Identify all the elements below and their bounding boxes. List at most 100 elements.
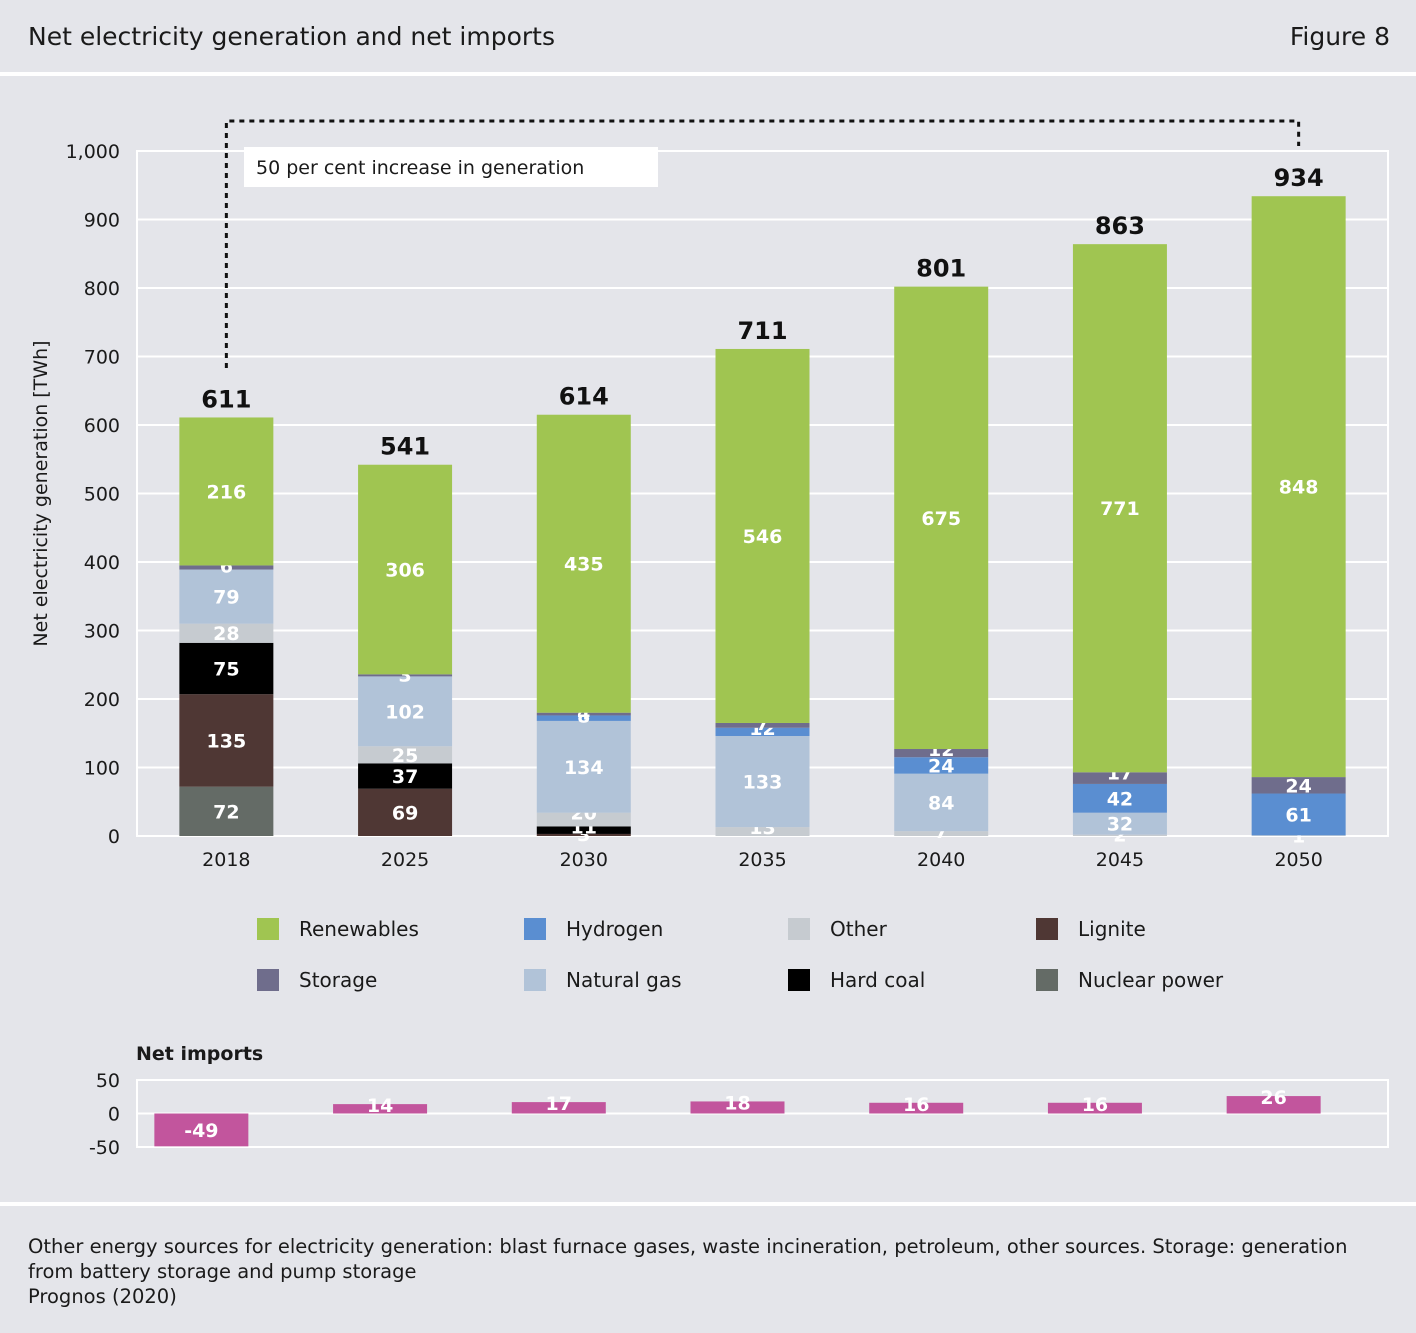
annotation-box	[244, 147, 658, 187]
imports-bar	[154, 1113, 249, 1147]
y-tick-label: 800	[84, 278, 120, 300]
imports-y-tick-label: 0	[108, 1104, 120, 1126]
x-tick-label: 2030	[560, 849, 608, 871]
legend-label-nuclear-power: Nuclear power	[1078, 968, 1224, 992]
data-label-other: 28	[213, 623, 239, 645]
data-label-lignite: 69	[392, 802, 418, 824]
bar-total-label: 611	[201, 385, 251, 413]
y-tick-label: 500	[84, 484, 120, 506]
legend-label-natural-gas: Natural gas	[566, 968, 682, 992]
legend-label-other: Other	[830, 917, 888, 941]
data-label-natural-gas: 134	[564, 757, 604, 779]
annotation-text: 50 per cent increase in generation	[256, 157, 584, 179]
legend-label-renewables: Renewables	[299, 917, 419, 941]
legend-swatch-storage	[257, 969, 279, 991]
legend-swatch-nuclear-power	[1036, 969, 1058, 991]
y-tick-label: 100	[84, 758, 120, 780]
bar-total-label: 541	[380, 433, 430, 461]
y-tick-label: 700	[84, 347, 120, 369]
imports-data-label: -49	[184, 1120, 218, 1142]
legend-swatch-hydrogen	[524, 918, 546, 940]
bar-segment-storage	[358, 674, 453, 677]
bar-segment-natural-gas	[179, 569, 274, 624]
x-tick-label: 2040	[917, 849, 965, 871]
imports-bar	[511, 1102, 606, 1114]
legend-label-hard-coal: Hard coal	[830, 968, 925, 992]
bar-segment-other	[179, 623, 274, 643]
bar-segment-storage	[179, 565, 274, 570]
bar-segment-natural-gas	[536, 720, 631, 813]
x-tick-label: 2035	[738, 849, 786, 871]
bar-segment-lignite	[179, 694, 274, 787]
bar-segment-hydrogen	[1251, 793, 1346, 836]
legend-label-storage: Storage	[299, 968, 377, 992]
source-note: Prognos (2020)	[28, 1285, 177, 1308]
legend-swatch-renewables	[257, 918, 279, 940]
x-tick-label: 2025	[381, 849, 429, 871]
data-label-renewables: 848	[1279, 477, 1319, 499]
y-tick-label: 0	[108, 826, 120, 848]
x-tick-label: 2050	[1274, 849, 1322, 871]
data-label-hard-coal: 37	[392, 766, 418, 788]
bar-segment-renewables	[1251, 196, 1346, 778]
bar-segment-other	[715, 827, 810, 836]
bar-segment-hard-coal	[536, 826, 631, 834]
y-axis-label: Net electricity generation [TWh]	[30, 340, 52, 646]
bar-total-label: 711	[737, 317, 787, 345]
data-label-renewables: 546	[743, 526, 783, 548]
bar-segment-hydrogen	[536, 715, 631, 721]
imports-bar	[690, 1101, 785, 1114]
bar-segment-natural-gas	[358, 676, 453, 747]
bar-segment-renewables	[715, 348, 810, 723]
bar-total-label: 801	[916, 255, 966, 283]
data-label-storage: 24	[1285, 775, 1311, 797]
legend-swatch-lignite	[1036, 918, 1058, 940]
data-label-natural-gas: 102	[385, 701, 425, 723]
data-label-nuclear-power: 72	[213, 801, 239, 823]
y-tick-label: 900	[84, 210, 120, 232]
data-label-hydrogen: 24	[928, 755, 954, 777]
y-tick-label: 300	[84, 621, 120, 643]
net-imports-title: Net imports	[136, 1043, 263, 1065]
bar-segment-storage	[715, 722, 810, 728]
bar-segment-other	[1072, 834, 1167, 836]
data-label-renewables: 306	[385, 560, 425, 582]
data-label-natural-gas: 133	[743, 772, 783, 794]
data-label-natural-gas: 79	[213, 587, 239, 609]
legend-swatch-other	[788, 918, 810, 940]
chart-header: Net electricity generation and net impor…	[0, 0, 1416, 76]
data-label-renewables: 216	[207, 481, 247, 503]
bar-segment-other	[894, 831, 989, 836]
imports-data-label: 26	[1260, 1087, 1286, 1109]
bar-segment-renewables	[179, 417, 274, 566]
legend-swatch-hard-coal	[788, 969, 810, 991]
data-label-hard-coal: 75	[213, 659, 239, 681]
imports-y-tick-label: -50	[89, 1137, 120, 1159]
bar-segment-hydrogen	[1072, 783, 1167, 813]
bar-segment-other	[358, 746, 453, 764]
imports-bar	[1226, 1096, 1321, 1114]
bar-segment-hard-coal	[179, 642, 274, 695]
footnote: Other energy sources for electricity gen…	[28, 1235, 1348, 1283]
bar-segment-other	[1251, 835, 1346, 836]
bar-segment-lignite	[536, 833, 631, 836]
bar-segment-renewables	[536, 414, 631, 713]
bar-segment-natural-gas	[894, 773, 989, 832]
x-tick-label: 2018	[202, 849, 250, 871]
bar-segment-nuclear-power	[179, 786, 274, 836]
bar-segment-natural-gas	[715, 735, 810, 828]
imports-data-label: 17	[546, 1093, 572, 1115]
bar-segment-renewables	[894, 286, 989, 750]
bar-segment-other	[536, 812, 631, 827]
data-label-renewables: 435	[564, 554, 604, 576]
imports-data-label: 18	[724, 1092, 750, 1114]
y-tick-label: 600	[84, 415, 120, 437]
data-label-renewables: 675	[921, 508, 961, 530]
bar-total-label: 863	[1095, 212, 1145, 240]
imports-bar	[333, 1104, 428, 1114]
bar-total-label: 934	[1274, 164, 1324, 192]
bar-segment-renewables	[358, 464, 453, 675]
legend-label-hydrogen: Hydrogen	[566, 917, 663, 941]
imports-bar	[1047, 1102, 1142, 1114]
